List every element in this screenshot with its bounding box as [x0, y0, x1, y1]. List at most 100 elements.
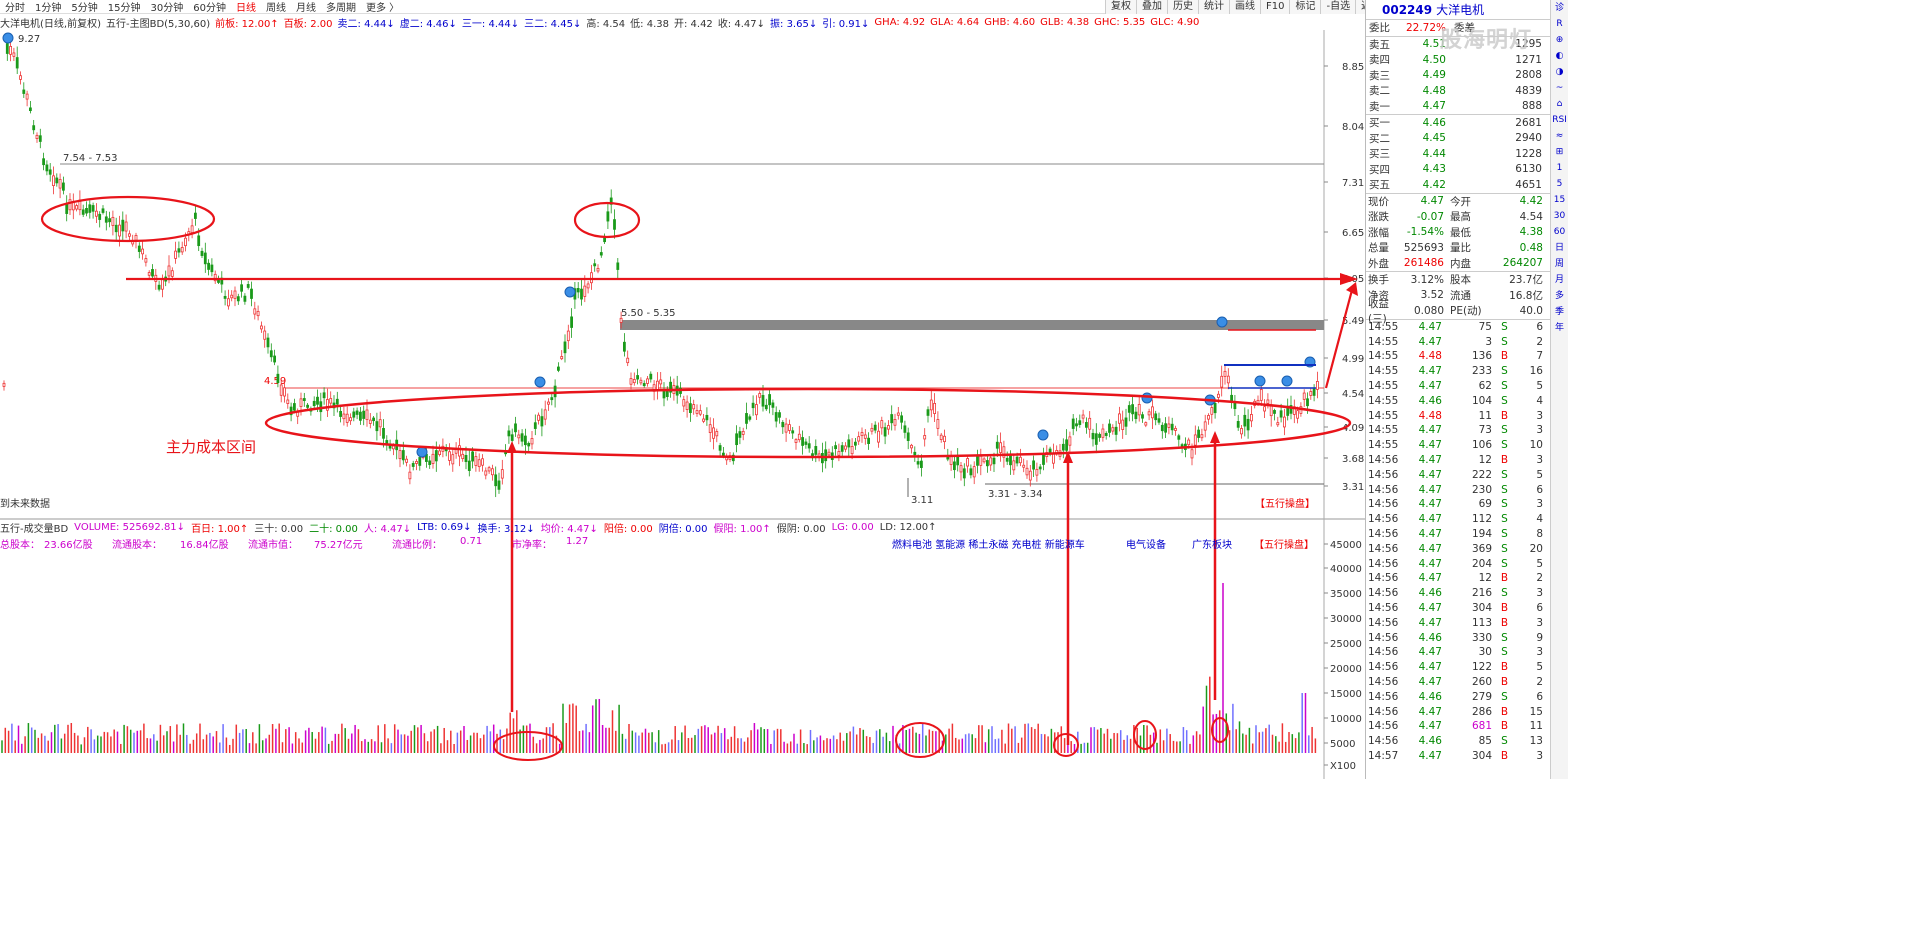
- candle: [1203, 421, 1207, 431]
- candle: [329, 398, 333, 404]
- tick-volume: 233: [1471, 365, 1492, 378]
- candle: [431, 453, 435, 464]
- sidebar-button-9[interactable]: ⊞: [1555, 147, 1564, 157]
- candle: [28, 107, 32, 112]
- buy-price: 4.42: [1422, 178, 1446, 191]
- sell-row-2[interactable]: 卖三 4.49 2808: [1366, 68, 1550, 84]
- sidebar-button-14[interactable]: 60: [1553, 227, 1566, 237]
- sell-row-4[interactable]: 卖一 4.47 888: [1366, 99, 1550, 115]
- period-tab-5[interactable]: 60分钟: [193, 3, 226, 14]
- kline-chart[interactable]: 8.858.047.316.656.055.494.994.544.093.68…: [0, 0, 1365, 779]
- toolbar-button-3[interactable]: 统计: [1198, 0, 1229, 14]
- buy-row-4[interactable]: 买五 4.42 4651: [1366, 177, 1550, 193]
- tick-price: 4.47: [1418, 513, 1442, 526]
- toolbar-button-0[interactable]: 复权: [1105, 0, 1136, 14]
- sell-row-1[interactable]: 卖四 4.50 1271: [1366, 52, 1550, 68]
- tick-side: S: [1501, 587, 1508, 600]
- sell-row-3[interactable]: 卖二 4.48 4839: [1366, 83, 1550, 99]
- candle: [986, 460, 989, 467]
- sell-row-0[interactable]: 卖五 4.51 1295: [1366, 37, 1550, 53]
- toolbar-button-5[interactable]: F10: [1260, 0, 1290, 14]
- sidebar-button-12[interactable]: 15: [1553, 195, 1566, 205]
- buy-price: 4.46: [1422, 116, 1446, 129]
- candle: [1240, 428, 1243, 435]
- concept-tags[interactable]: 燃料电池 氢能源 稀土永磁 充电桩 新能源车: [892, 540, 1085, 551]
- candle: [976, 455, 979, 466]
- tick-time: 14:56: [1368, 557, 1399, 570]
- buy-row-0[interactable]: 买一 4.46 2681: [1366, 115, 1550, 131]
- candle: [471, 451, 475, 462]
- candle: [1012, 460, 1016, 471]
- period-tab-2[interactable]: 5分钟: [71, 3, 98, 14]
- sidebar-button-13[interactable]: 30: [1553, 211, 1566, 221]
- candle: [1289, 405, 1293, 414]
- period-tab-8[interactable]: 月线: [295, 3, 316, 14]
- toolbar-button-7[interactable]: -自选: [1320, 0, 1356, 14]
- stat-row-3: 总量 525693 量比 0.48: [1366, 240, 1550, 256]
- sidebar-button-2[interactable]: ⊕: [1555, 35, 1564, 45]
- candle: [748, 416, 752, 420]
- sidebar-button-1[interactable]: R: [1556, 19, 1563, 29]
- stat-label: 总量: [1368, 242, 1389, 255]
- candle: [385, 440, 389, 444]
- candle: [349, 417, 352, 422]
- vol-axis-label: 45000: [1330, 540, 1362, 551]
- stat2-value-2: 16.8亿: [1509, 289, 1543, 302]
- sidebar-button-7[interactable]: RSI: [1552, 115, 1567, 125]
- candle: [953, 461, 956, 471]
- stat-row-4: 外盘 261486 内盘 264207: [1366, 256, 1550, 272]
- region-tag[interactable]: 广东板块: [1192, 540, 1232, 551]
- sidebar-button-5[interactable]: ~: [1555, 83, 1564, 93]
- candle: [1009, 455, 1012, 466]
- period-tab-9[interactable]: 多周期: [325, 3, 356, 14]
- vol-axis-label: 40000: [1330, 564, 1362, 575]
- toolbar-button-6[interactable]: 标记: [1289, 0, 1321, 14]
- sector-tag[interactable]: 电气设备: [1126, 540, 1166, 551]
- sidebar-button-10[interactable]: 1: [1556, 163, 1563, 173]
- tick-row: 14:56 4.47 304 B 6: [1366, 601, 1550, 616]
- buy-row-1[interactable]: 买二 4.45 2940: [1366, 131, 1550, 147]
- tick-side: S: [1501, 424, 1508, 437]
- candle: [174, 250, 178, 259]
- period-tab-3[interactable]: 15分钟: [107, 3, 141, 14]
- sidebar-button-3[interactable]: ◐: [1555, 51, 1564, 61]
- toolbar-button-4[interactable]: 画线: [1229, 0, 1260, 14]
- candle: [1019, 456, 1022, 464]
- candle: [19, 75, 22, 80]
- sidebar-button-15[interactable]: 日: [1554, 243, 1564, 253]
- price-axis-label: 4.09: [1342, 423, 1364, 434]
- candle: [722, 452, 725, 456]
- sidebar-button-8[interactable]: ≈: [1555, 131, 1564, 141]
- tick-list[interactable]: 14:55 4.47 75 S 6 14:55 4.47 3 S 2 14:55 4.48 136 B 7 1…: [1366, 318, 1550, 764]
- sidebar-button-0[interactable]: 诊: [1554, 3, 1564, 13]
- candle: [854, 441, 857, 446]
- candle: [619, 317, 623, 323]
- buy-row-3[interactable]: 买四 4.43 6130: [1366, 162, 1550, 178]
- tick-price: 4.47: [1418, 468, 1442, 481]
- tick-side: S: [1501, 365, 1508, 378]
- toolbar-button-1[interactable]: 叠加: [1136, 0, 1167, 14]
- sidebar-button-17[interactable]: 月: [1554, 275, 1564, 285]
- info-item-2: 卖二: 4.44↓: [337, 19, 395, 30]
- sidebar-button-4[interactable]: ◑: [1555, 67, 1564, 77]
- toolbar-button-2[interactable]: 历史: [1167, 0, 1198, 14]
- candle: [1111, 427, 1115, 432]
- sidebar-button-11[interactable]: 5: [1556, 179, 1563, 189]
- sidebar-button-20[interactable]: 年: [1554, 323, 1564, 333]
- sidebar-button-16[interactable]: 周: [1554, 259, 1564, 269]
- buy-row-2[interactable]: 买三 4.44 1228: [1366, 146, 1550, 162]
- sidebar-button-18[interactable]: 多: [1554, 291, 1564, 301]
- period-tab-10[interactable]: 更多 〉: [365, 3, 400, 14]
- tick-side: S: [1501, 542, 1508, 555]
- sidebar-button-19[interactable]: 季: [1554, 307, 1564, 317]
- period-tab-1[interactable]: 1分钟: [35, 3, 62, 14]
- period-tab-4[interactable]: 30分钟: [150, 3, 184, 14]
- period-tab-6[interactable]: 日线: [235, 3, 256, 14]
- period-tab-7[interactable]: 周线: [265, 3, 286, 14]
- candle: [959, 465, 963, 473]
- period-tab-0[interactable]: 分时: [5, 3, 25, 14]
- sidebar-button-6[interactable]: ⌂: [1556, 99, 1563, 109]
- tick-time: 14:55: [1368, 350, 1399, 363]
- tick-price: 4.47: [1418, 424, 1442, 437]
- tick-count: 3: [1536, 409, 1543, 422]
